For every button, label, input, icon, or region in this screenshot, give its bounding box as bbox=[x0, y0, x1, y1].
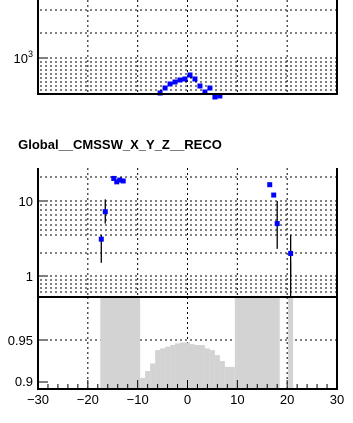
middle-y-tick-label: 1 bbox=[26, 269, 33, 284]
top-panel-frame bbox=[37, 0, 338, 95]
bottom-fill-bin bbox=[160, 348, 166, 389]
bottom-fill-bin bbox=[100, 298, 141, 389]
top-data-point bbox=[172, 79, 178, 85]
top-data-point bbox=[212, 94, 218, 100]
bottom-x-tick-label: 10 bbox=[230, 392, 244, 407]
middle-panel-title: Global__CMSSW_X_Y_Z__RECO bbox=[18, 137, 222, 152]
bottom-x-tick-label: −10 bbox=[127, 392, 149, 407]
bottom-fill-bin bbox=[155, 350, 161, 389]
bottom-y-tick-label: 0.95 bbox=[8, 333, 33, 348]
middle-data-point bbox=[111, 175, 117, 181]
bottom-fill-bin bbox=[209, 350, 215, 389]
middle-y-tick-label: 10 bbox=[19, 194, 33, 209]
bottom-fill-bin bbox=[150, 363, 156, 389]
bottom-fill-bin bbox=[214, 355, 220, 389]
bottom-x-tick-label: 30 bbox=[330, 392, 344, 407]
top-data-point bbox=[177, 77, 183, 83]
bottom-fill-bin bbox=[175, 343, 181, 389]
bottom-x-tick-label: 20 bbox=[280, 392, 294, 407]
bottom-fill-bin bbox=[180, 342, 190, 389]
bottom-x-tick-label: −20 bbox=[77, 392, 99, 407]
bottom-x-tick-label: 0 bbox=[184, 392, 191, 407]
bottom-fill-bin bbox=[140, 377, 146, 389]
top-data-point bbox=[202, 89, 208, 95]
top-data-point bbox=[187, 72, 193, 78]
bottom-fill-bin bbox=[165, 346, 171, 389]
top-data-point bbox=[217, 93, 223, 99]
middle-data-point bbox=[117, 177, 123, 183]
middle-data-point bbox=[271, 192, 277, 198]
middle-data-point bbox=[288, 250, 294, 256]
top-data-point bbox=[162, 85, 168, 91]
top-data-point bbox=[207, 85, 213, 91]
bottom-fill-bin bbox=[145, 371, 151, 389]
bottom-fill-bin bbox=[204, 348, 210, 389]
middle-data-point bbox=[274, 221, 280, 227]
bottom-fill-bin bbox=[170, 345, 176, 389]
top-data-point bbox=[167, 81, 173, 87]
top-data-point bbox=[197, 83, 203, 89]
middle-data-point bbox=[98, 236, 104, 242]
bottom-fill-bin bbox=[194, 345, 205, 389]
bottom-x-tick-label: −30 bbox=[27, 392, 49, 407]
middle-data-point bbox=[267, 182, 273, 188]
middle-data-point bbox=[114, 179, 120, 185]
top-y-tick-label: 103 bbox=[14, 49, 33, 66]
bottom-fill-bin bbox=[224, 366, 235, 389]
top-data-point bbox=[192, 76, 198, 82]
top-data-point bbox=[182, 76, 188, 82]
bottom-fill-bin bbox=[189, 344, 195, 389]
middle-data-point bbox=[102, 209, 108, 215]
bottom-fill-bin bbox=[288, 298, 294, 389]
bottom-fill-bin bbox=[234, 298, 280, 389]
middle-data-point bbox=[120, 178, 126, 184]
bottom-fill-bin bbox=[219, 361, 225, 389]
bottom-y-tick-label: 0.9 bbox=[15, 374, 33, 389]
